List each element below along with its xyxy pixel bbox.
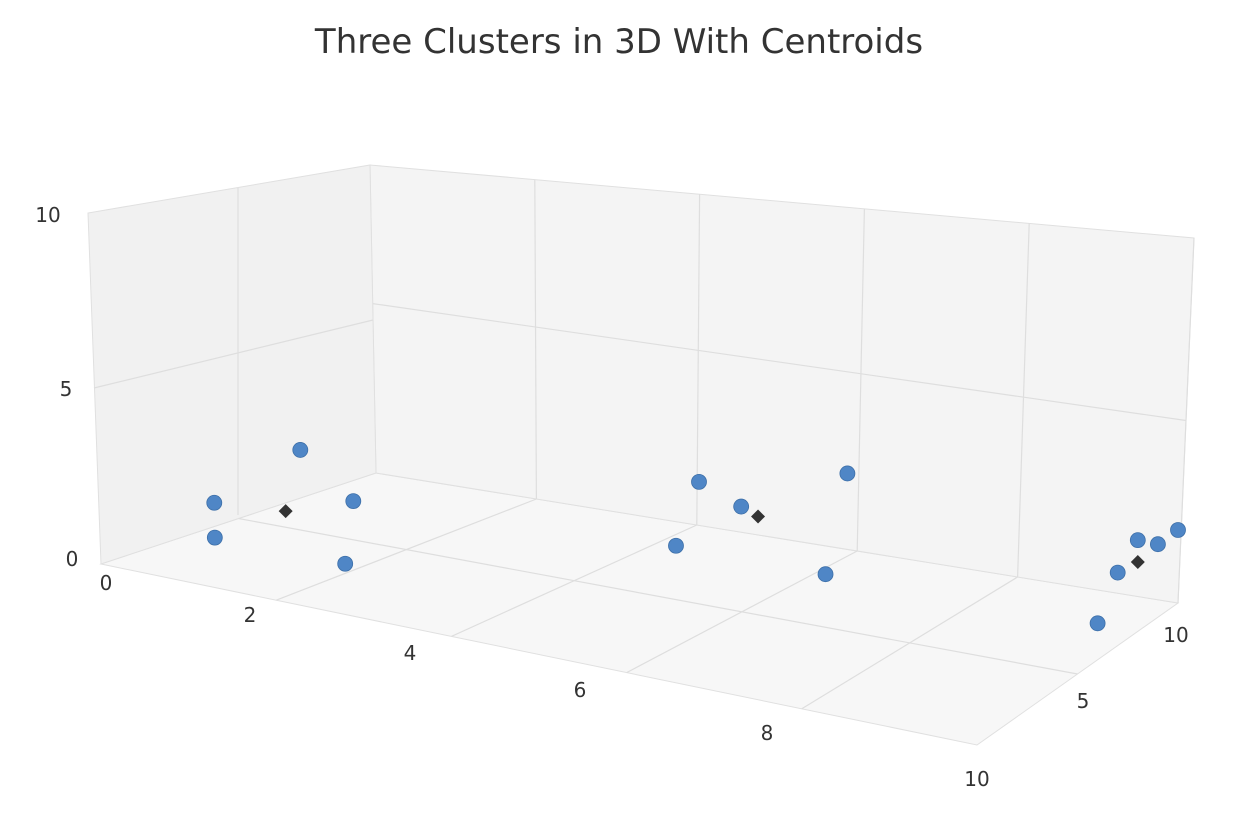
back-grid-line <box>696 194 701 526</box>
data-point <box>817 566 834 583</box>
axis-panels <box>87 164 1195 746</box>
centroid-marker <box>1130 555 1145 570</box>
data-point <box>1150 536 1166 553</box>
data-point <box>1089 615 1106 632</box>
data-point <box>691 473 707 490</box>
data-point <box>206 494 223 511</box>
data-point <box>668 537 684 554</box>
data-point <box>1109 564 1126 581</box>
x-tick-label: 4 <box>404 641 417 665</box>
x-tick-label: 6 <box>574 678 587 702</box>
back-grid-line <box>1017 223 1030 578</box>
chart-title: Three Clusters in 3D With Centroids <box>314 22 924 62</box>
data-point <box>733 498 750 515</box>
z-tick-label: 10 <box>1163 623 1188 647</box>
x-tick-label: 10 <box>964 767 989 791</box>
right-edge-line <box>1177 237 1195 604</box>
data-points <box>206 442 1186 632</box>
data-point <box>206 529 223 546</box>
data-point <box>1170 522 1186 538</box>
data-point <box>292 442 309 458</box>
data-point <box>345 493 362 510</box>
z-tick-label: 5 <box>1077 689 1090 713</box>
tick-labels: 0 2 4 6 8 10 0 5 10 5 10 <box>35 203 1188 791</box>
y-tick-label: 10 <box>35 203 60 227</box>
back-grid-line <box>534 179 538 500</box>
x-tick-label: 8 <box>761 721 774 745</box>
data-point <box>337 555 354 572</box>
data-point <box>839 465 856 482</box>
centroid-marker <box>751 509 766 524</box>
back-grid-line <box>372 303 1187 422</box>
y-tick-label: 0 <box>66 547 79 571</box>
left-grid-line <box>93 319 374 389</box>
x-tick-label: 2 <box>244 603 257 627</box>
centroid-marker <box>278 504 293 519</box>
x-tick-label: 0 <box>100 571 113 595</box>
left-wall-panel <box>87 164 377 565</box>
grid-lines <box>93 179 1195 710</box>
floor-grid-line <box>238 517 1078 675</box>
data-point <box>1129 532 1146 549</box>
y-tick-label: 5 <box>60 377 73 401</box>
back-grid-line <box>856 208 865 552</box>
